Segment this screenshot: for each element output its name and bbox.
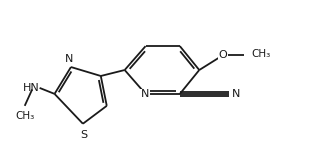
- Text: N: N: [232, 89, 241, 99]
- Text: CH₃: CH₃: [251, 49, 271, 59]
- Text: HN: HN: [23, 83, 40, 93]
- Text: N: N: [65, 54, 74, 64]
- Text: N: N: [141, 89, 149, 99]
- Text: S: S: [80, 130, 87, 140]
- Text: CH₃: CH₃: [15, 111, 34, 121]
- Text: O: O: [219, 49, 227, 60]
